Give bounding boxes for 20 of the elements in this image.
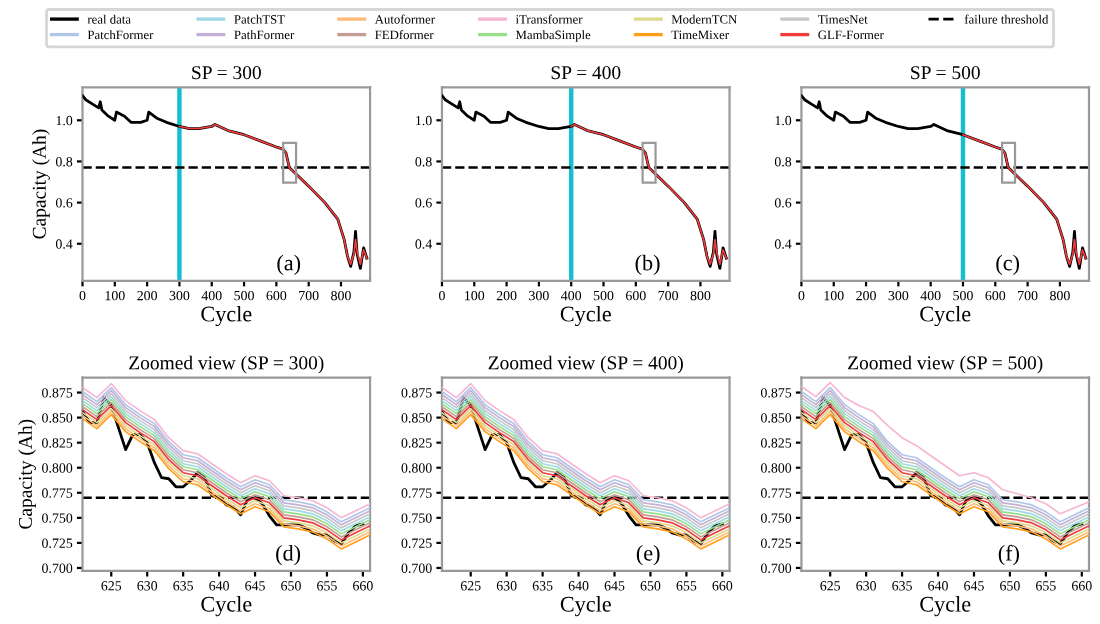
chart-title: SP = 500 <box>911 66 980 80</box>
x-axis-title: Cycle <box>560 305 611 327</box>
chart-title: SP = 400 <box>551 66 621 80</box>
x-axis-title: Cycle <box>920 596 971 617</box>
annotation: (f) <box>998 544 1020 566</box>
y-axis-title: Capacity (Ah) <box>32 129 50 239</box>
x-axis-title: Cycle <box>920 305 971 327</box>
annotation: (d) <box>276 545 301 566</box>
chart-title: Zoomed view (SP = 500) <box>848 355 1043 374</box>
annotation: (b) <box>635 254 660 275</box>
chart-title: Zoomed view (SP = 400) <box>488 355 683 374</box>
x-axis-title: Cycle <box>201 596 252 617</box>
annotation: (e) <box>636 545 660 566</box>
chart-title: Zoomed view (SP = 300) <box>129 355 324 374</box>
x-axis-title: Cycle <box>201 305 252 327</box>
chart-title: SP = 300 <box>192 66 261 80</box>
x-axis-title: Cycle <box>560 596 611 617</box>
annotation: (a) <box>277 254 301 275</box>
annotation: (c) <box>996 254 1020 275</box>
y-axis-title: Capacity (Ah) <box>18 419 36 529</box>
